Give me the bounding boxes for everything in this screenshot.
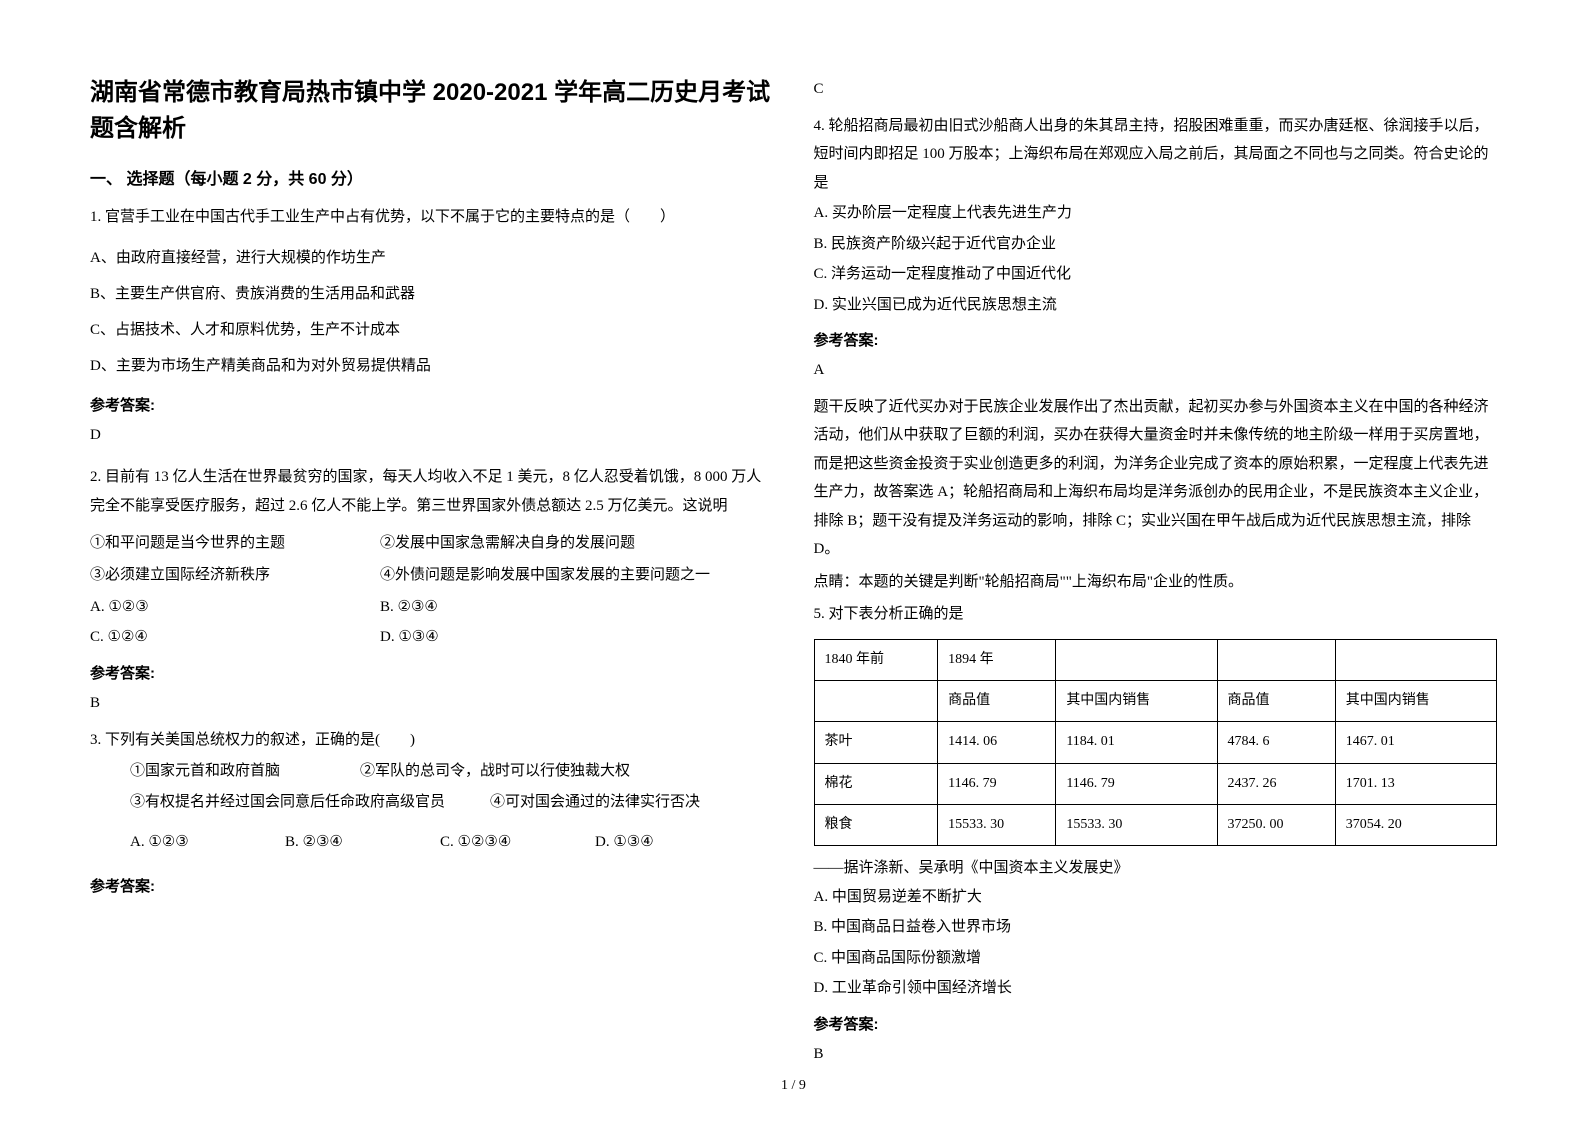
q5-option-a: A. 中国贸易逆差不断扩大 [814,883,1498,912]
cell: 15533. 30 [1056,805,1217,846]
table-row: 粮食 15533. 30 15533. 30 37250. 00 37054. … [814,805,1497,846]
cell: 茶叶 [814,722,938,763]
q2-option-a: A. ①②③ [90,592,380,622]
cell: 1146. 79 [938,763,1056,804]
q5-caption: ——据许涤新、吴承明《中国资本主义发展史》 [814,854,1498,883]
cell [1335,639,1496,680]
q3-option-d: D. ①③④ [595,827,750,857]
q4-stem: 4. 轮船招商局最初由旧式沙船商人出身的朱其昂主持，招股困难重重，而买办唐廷枢、… [814,112,1498,198]
q4-option-b: B. 民族资产阶级兴起于近代官办企业 [814,230,1498,259]
q3-roman-1: ①国家元首和政府首脑 [130,756,360,786]
cell: 37250. 00 [1217,805,1335,846]
q2-roman-4: ④外债问题是影响发展中国家发展的主要问题之一 [380,560,710,590]
q1-options: A、由政府直接经营，进行大规模的作坊生产 B、主要生产供官府、贵族消费的生活用品… [90,240,774,384]
q3-options: A. ①②③ B. ②③④ C. ①②③④ D. ①③④ [90,827,774,857]
cell [1217,639,1335,680]
cell: 1184. 01 [1056,722,1217,763]
q3-option-b: B. ②③④ [285,827,440,857]
cell: 粮食 [814,805,938,846]
left-column: 湖南省常德市教育局热市镇中学 2020-2021 学年高二历史月考试题含解析 一… [90,75,774,1082]
cell: 其中国内销售 [1335,680,1496,721]
q3-roman-2: ②军队的总司令，战时可以行使独裁大权 [360,756,630,786]
cell: 1701. 13 [1335,763,1496,804]
q4-explain-1: 题干反映了近代买办对于民族企业发展作出了杰出贡献，起初买办参与外国资本主义在中国… [814,393,1498,564]
q4-option-d: D. 实业兴国已成为近代民族思想主流 [814,291,1498,320]
q2-roman-2: ②发展中国家急需解决自身的发展问题 [380,528,635,558]
q3-option-c: C. ①②③④ [440,827,595,857]
table-row: 茶叶 1414. 06 1184. 01 4784. 6 1467. 01 [814,722,1497,763]
q5-option-c: C. 中国商品国际份额激增 [814,944,1498,973]
q1-option-c: C、占据技术、人才和原料优势，生产不计成本 [90,312,774,348]
cell: 1840 年前 [814,639,938,680]
cell: 棉花 [814,763,938,804]
cell: 1414. 06 [938,722,1056,763]
q2-option-d: D. ①③④ [380,622,439,652]
section-heading: 一、 选择题（每小题 2 分，共 60 分） [90,165,774,189]
q2-answer: B [90,689,774,718]
q1-option-d: D、主要为市场生产精美商品和为对外贸易提供精品 [90,348,774,384]
q4-option-c: C. 洋务运动一定程度推动了中国近代化 [814,260,1498,289]
q2-option-c: C. ①②④ [90,622,380,652]
q1-option-a: A、由政府直接经营，进行大规模的作坊生产 [90,240,774,276]
cell: 37054. 20 [1335,805,1496,846]
cell [1056,639,1217,680]
cell: 1467. 01 [1335,722,1496,763]
cell: 2437. 26 [1217,763,1335,804]
q1-ref-label: 参考答案: [90,394,774,415]
cell [814,680,938,721]
q3-option-a: A. ①②③ [130,827,285,857]
q1-stem: 1. 官营手工业在中国古代手工业生产中占有优势，以下不属于它的主要特点的是（ ） [90,203,774,232]
cell: 4784. 6 [1217,722,1335,763]
q2-roman-3: ③必须建立国际经济新秩序 [90,560,380,590]
q3-line2: ③有权提名并经过国会同意后任命政府高级官员 ④可对国会通过的法律实行否决 [90,788,774,817]
document-title: 湖南省常德市教育局热市镇中学 2020-2021 学年高二历史月考试题含解析 [90,75,774,147]
cell: 商品值 [1217,680,1335,721]
q2-roman-1: ①和平问题是当今世界的主题 [90,528,380,558]
q5-stem: 5. 对下表分析正确的是 [814,600,1498,629]
cell: 1894 年 [938,639,1056,680]
q2-option-b: B. ②③④ [380,592,438,622]
cell: 商品值 [938,680,1056,721]
q2-ref-label: 参考答案: [90,662,774,683]
q2-line2: ③必须建立国际经济新秩序 ④外债问题是影响发展中国家发展的主要问题之一 [90,560,774,590]
q5-option-b: B. 中国商品日益卷入世界市场 [814,913,1498,942]
table-row: 棉花 1146. 79 1146. 79 2437. 26 1701. 13 [814,763,1497,804]
q5-table: 1840 年前 1894 年 商品值 其中国内销售 商品值 其中国内销售 茶叶 … [814,639,1498,847]
table-row: 商品值 其中国内销售 商品值 其中国内销售 [814,680,1497,721]
q3-ref-label: 参考答案: [90,875,774,896]
table-row: 1840 年前 1894 年 [814,639,1497,680]
cell: 15533. 30 [938,805,1056,846]
q2-options: A. ①②③ B. ②③④ C. ①②④ D. ①③④ [90,592,774,652]
q4-answer: A [814,356,1498,385]
q4-ref-label: 参考答案: [814,329,1498,350]
q2-stem: 2. 目前有 13 亿人生活在世界最贫穷的国家，每天人均收入不足 1 美元，8 … [90,463,774,520]
q5-option-d: D. 工业革命引领中国经济增长 [814,974,1498,1003]
q4-option-a: A. 买办阶层一定程度上代表先进生产力 [814,199,1498,228]
q3-line1: ①国家元首和政府首脑 ②军队的总司令，战时可以行使独裁大权 [90,756,774,786]
q1-option-b: B、主要生产供官府、贵族消费的生活用品和武器 [90,276,774,312]
q5-answer: B [814,1040,1498,1069]
page-number: 1 / 9 [0,1078,1587,1094]
q5-ref-label: 参考答案: [814,1013,1498,1034]
right-column: C 4. 轮船招商局最初由旧式沙船商人出身的朱其昂主持，招股困难重重，而买办唐廷… [814,75,1498,1082]
q3-answer: C [814,75,1498,104]
q2-line1: ①和平问题是当今世界的主题 ②发展中国家急需解决自身的发展问题 [90,528,774,558]
q3-stem: 3. 下列有关美国总统权力的叙述，正确的是( ) [90,726,774,755]
q4-explain-2: 点睛：本题的关键是判断"轮船招商局""上海织布局"企业的性质。 [814,568,1498,597]
cell: 其中国内销售 [1056,680,1217,721]
cell: 1146. 79 [1056,763,1217,804]
q1-answer: D [90,421,774,450]
